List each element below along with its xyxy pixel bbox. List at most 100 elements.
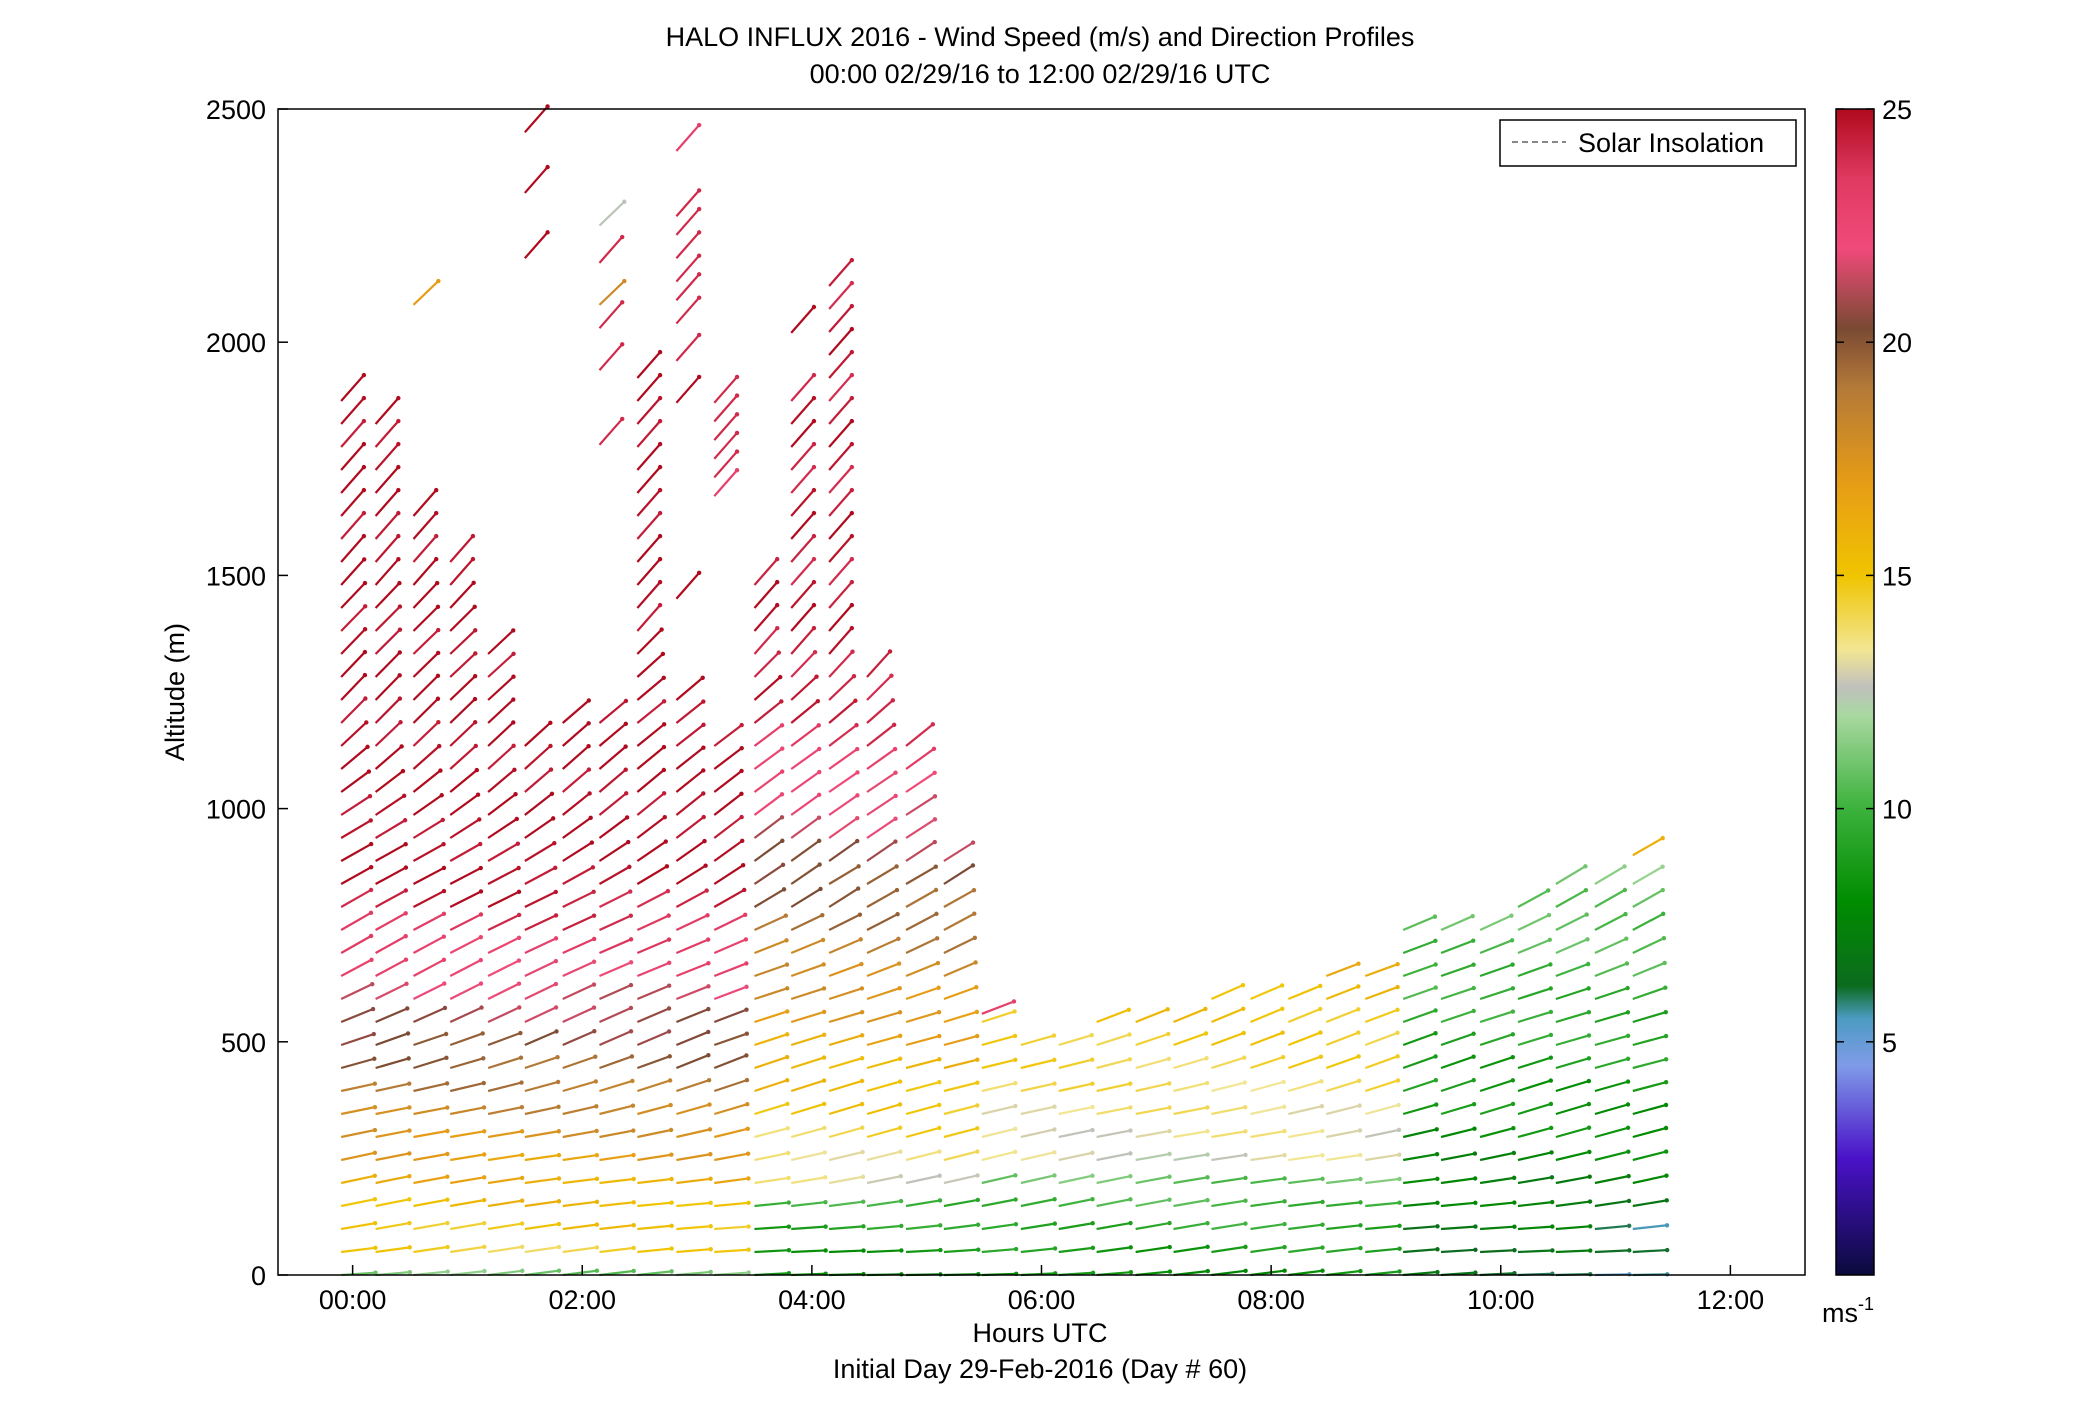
wind-barb-tip bbox=[708, 1200, 713, 1206]
wind-barb bbox=[1440, 987, 1475, 1001]
wind-barb-tip bbox=[1660, 864, 1665, 869]
wind-barb bbox=[1555, 1150, 1590, 1162]
wind-barb bbox=[828, 794, 859, 816]
wind-barb bbox=[1594, 1150, 1629, 1162]
wind-barb bbox=[1058, 1082, 1093, 1093]
wind-barb bbox=[636, 961, 670, 978]
wind-barb-tip bbox=[404, 981, 409, 987]
wind-barb bbox=[1517, 1056, 1552, 1070]
wind-barb bbox=[1440, 1032, 1474, 1047]
wind-barb-tip bbox=[434, 533, 439, 539]
wind-barb bbox=[1364, 963, 1398, 978]
wind-barb bbox=[413, 1221, 448, 1231]
wind-barb bbox=[375, 1221, 410, 1231]
wind-barb-tip bbox=[849, 602, 855, 608]
wind-barb-tip bbox=[628, 889, 633, 894]
wind-barb bbox=[1632, 1103, 1667, 1116]
wind-barb-tip bbox=[739, 814, 744, 820]
wind-barb bbox=[636, 512, 661, 540]
wind-barb bbox=[1403, 1225, 1438, 1231]
wind-barb bbox=[1135, 1198, 1170, 1208]
wind-barb-tip bbox=[860, 1174, 866, 1179]
wind-barb bbox=[675, 189, 700, 217]
wind-barb-tip bbox=[820, 937, 826, 943]
wind-barb-tip bbox=[938, 1247, 943, 1253]
wind-barb bbox=[487, 721, 515, 747]
wind-barb-tip bbox=[513, 791, 518, 797]
wind-barb-tip bbox=[631, 1152, 636, 1158]
wind-barb-tip bbox=[1011, 999, 1017, 1004]
wind-barb-tip bbox=[473, 628, 478, 633]
wind-barb bbox=[636, 769, 665, 793]
wind-barb-tip bbox=[1397, 1246, 1402, 1251]
wind-barb-tip bbox=[849, 395, 855, 401]
wind-barb-tip bbox=[1663, 1102, 1669, 1108]
wind-barb bbox=[828, 489, 853, 517]
y-tick-label: 1500 bbox=[206, 561, 266, 591]
wind-barb-tip bbox=[623, 744, 628, 749]
wind-barb-tip bbox=[1090, 1150, 1095, 1155]
wind-barb-tip bbox=[631, 1176, 636, 1182]
wind-barb-tip bbox=[657, 418, 663, 424]
wind-barb-tip bbox=[591, 959, 597, 964]
wind-barb-tip bbox=[933, 864, 938, 869]
wind-barb-tip bbox=[1472, 1151, 1478, 1156]
wind-barb-tip bbox=[661, 699, 667, 704]
wind-barb-tip bbox=[482, 1152, 487, 1157]
wind-barb-tip bbox=[519, 1175, 525, 1181]
wind-barb bbox=[340, 397, 365, 425]
wind-barb-tip bbox=[970, 840, 976, 845]
wind-barb bbox=[449, 793, 479, 816]
wind-barb bbox=[375, 958, 407, 977]
wind-barb-tip bbox=[406, 1056, 411, 1061]
wind-barb-tip bbox=[935, 960, 941, 966]
wind-barb-tip bbox=[1282, 1129, 1287, 1134]
wind-barb-tip bbox=[898, 1149, 903, 1154]
wind-barb-tip bbox=[706, 1078, 712, 1083]
wind-barb-tip bbox=[553, 913, 559, 918]
wind-barb bbox=[1287, 1007, 1321, 1024]
wind-barb-tip bbox=[1397, 1152, 1402, 1157]
wind-barb-tip bbox=[1471, 962, 1476, 967]
wind-barb bbox=[981, 1058, 1016, 1070]
wind-barb bbox=[487, 1199, 523, 1208]
wind-barb-tip bbox=[403, 842, 408, 847]
wind-barb bbox=[828, 627, 853, 655]
wind-barb bbox=[1517, 963, 1551, 978]
wind-barb bbox=[598, 236, 624, 264]
wind-barb-tip bbox=[744, 961, 749, 966]
wind-barb bbox=[1096, 1221, 1131, 1231]
wind-barb bbox=[413, 1082, 448, 1093]
wind-barb bbox=[981, 1105, 1016, 1116]
wind-barb-tip bbox=[1013, 1221, 1019, 1227]
wind-barb bbox=[905, 723, 934, 747]
wind-barb-tip bbox=[556, 1221, 562, 1227]
wind-barb bbox=[1555, 889, 1587, 908]
wind-barb-tip bbox=[1433, 1077, 1439, 1083]
wind-barb-tip bbox=[701, 722, 706, 727]
wind-barb bbox=[340, 535, 365, 563]
wind-barb bbox=[828, 397, 853, 425]
wind-barb-tip bbox=[696, 295, 702, 300]
wind-barb-tip bbox=[1471, 1008, 1476, 1014]
wind-barb-tip bbox=[591, 889, 596, 895]
wind-barb-tip bbox=[811, 602, 817, 608]
wind-barb bbox=[1326, 1153, 1361, 1162]
wind-barb-tip bbox=[373, 1270, 378, 1275]
wind-barb-tip bbox=[1013, 1197, 1018, 1202]
wind-barb bbox=[1020, 1082, 1055, 1093]
wind-barb-tip bbox=[744, 1077, 750, 1083]
wind-barb bbox=[374, 420, 400, 448]
wind-barb-tip bbox=[896, 936, 901, 942]
wind-barb bbox=[790, 420, 815, 448]
wind-barb bbox=[790, 558, 815, 586]
wind-barb-tip bbox=[666, 913, 671, 918]
wind-barb-tip bbox=[444, 1055, 449, 1061]
wind-barb-tip bbox=[1282, 1244, 1287, 1250]
wind-barb-tip bbox=[1205, 1268, 1210, 1274]
wind-barb-tip bbox=[785, 1126, 790, 1131]
wind-barb bbox=[562, 960, 595, 978]
wind-barb-tip bbox=[974, 1009, 980, 1015]
wind-barb bbox=[905, 1058, 940, 1070]
wind-barb-tip bbox=[779, 723, 785, 728]
